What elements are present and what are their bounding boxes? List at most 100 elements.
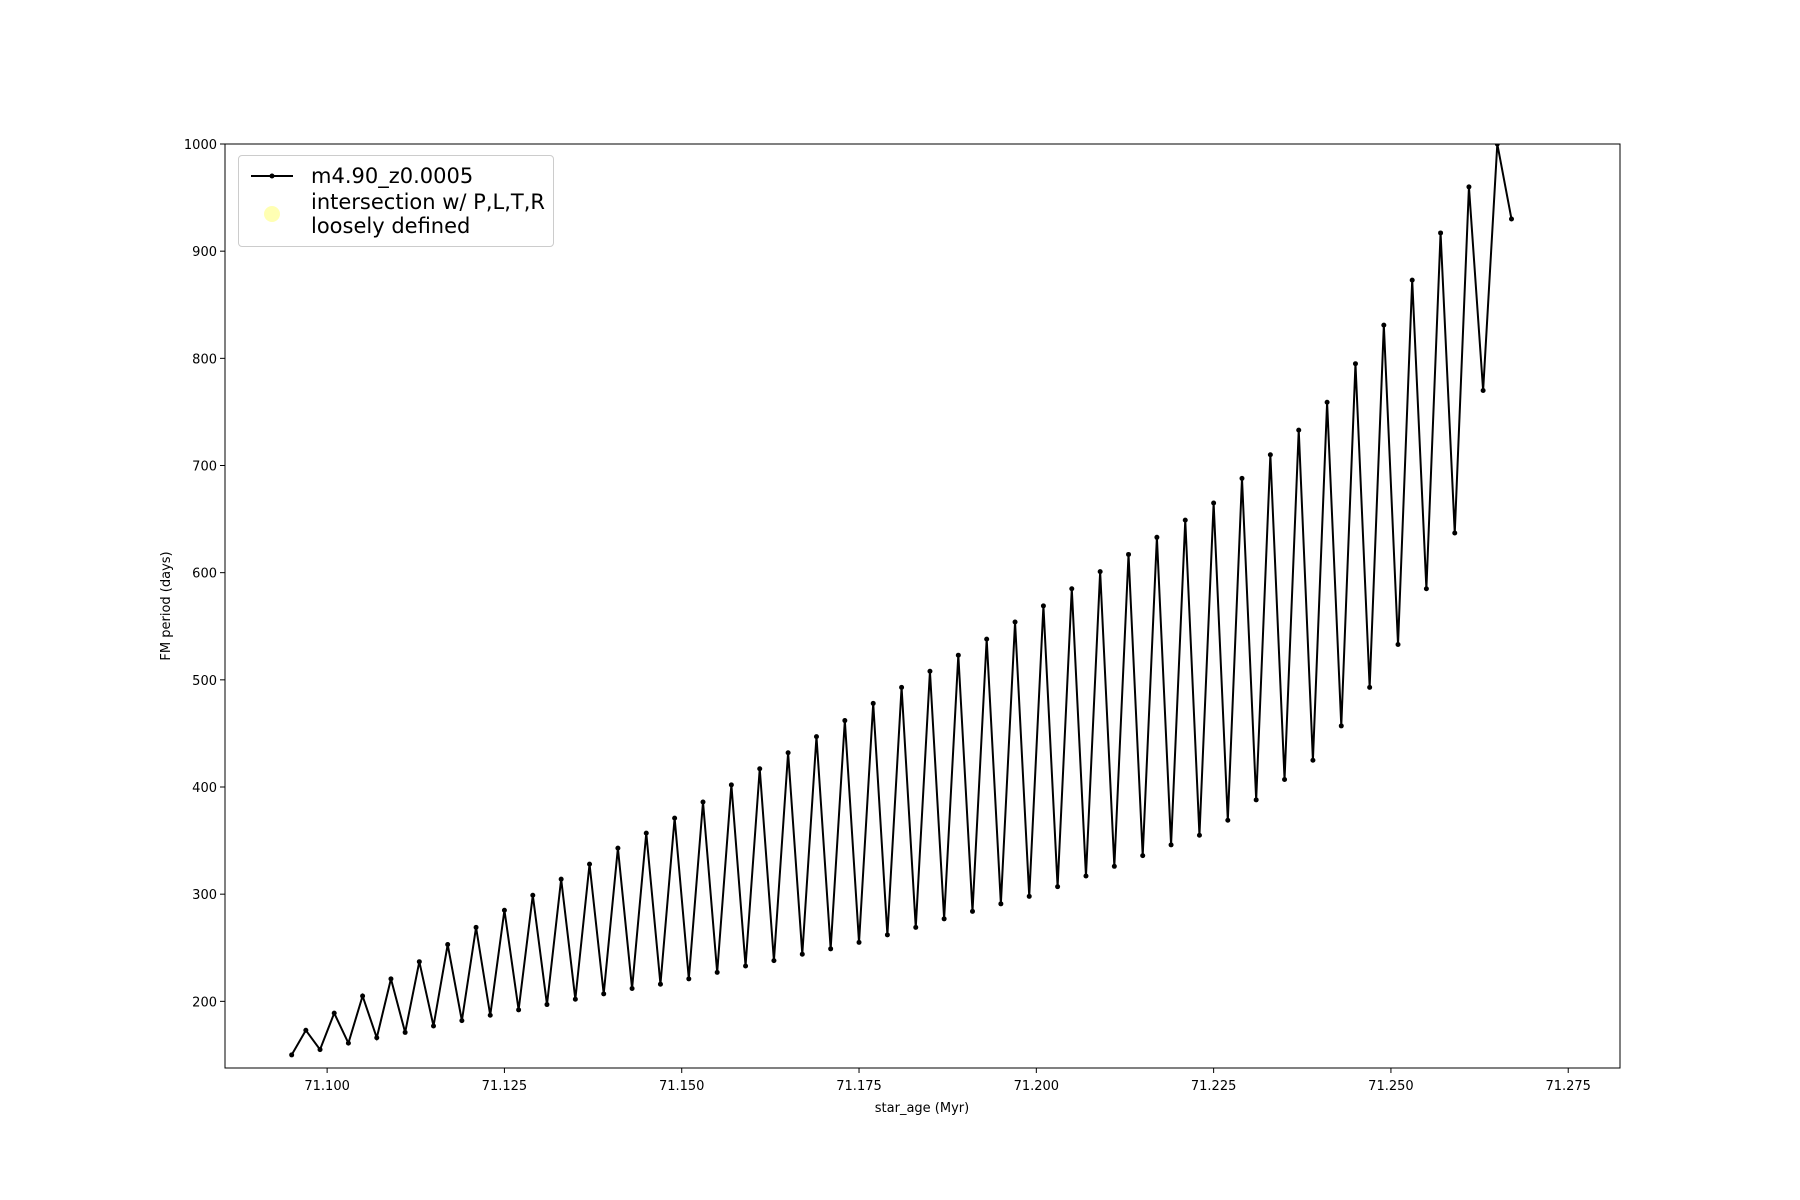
data-point	[345, 1040, 351, 1046]
data-point	[927, 668, 933, 674]
data-point	[842, 718, 848, 724]
data-point	[1196, 832, 1202, 838]
data-point	[501, 907, 507, 913]
data-point	[1352, 361, 1358, 367]
data-point	[984, 636, 990, 642]
data-point	[544, 1002, 550, 1008]
data-point	[1438, 230, 1444, 236]
y-tick-label: 400	[192, 781, 217, 796]
data-point	[1296, 427, 1302, 433]
data-point	[1140, 853, 1146, 859]
y-tick-label: 800	[192, 352, 217, 367]
data-point	[331, 1010, 337, 1016]
y-tick-label: 1000	[184, 138, 217, 153]
legend-label: intersection w/ P,L,T,R loosely defined	[311, 190, 545, 238]
legend-swatch	[264, 206, 280, 222]
data-point	[1168, 842, 1174, 848]
data-point	[487, 1012, 493, 1018]
y-tick-label: 600	[192, 567, 217, 582]
data-point	[757, 766, 763, 772]
series-line	[290, 144, 1513, 1056]
data-point	[516, 1007, 522, 1013]
legend-label: m4.90_z0.0005	[311, 164, 474, 188]
data-point	[870, 700, 876, 706]
data-point	[1395, 641, 1401, 647]
data-point	[828, 946, 834, 952]
y-tick-label: 500	[192, 674, 217, 689]
data-point	[686, 976, 692, 982]
data-point	[998, 901, 1004, 907]
data-point	[1211, 500, 1217, 506]
data-point	[1381, 322, 1387, 328]
data-point	[913, 924, 919, 930]
plot-area	[289, 144, 1514, 1058]
data-point	[941, 916, 947, 922]
x-tick-label: 71.150	[659, 1079, 705, 1094]
y-tick-label: 300	[192, 888, 217, 903]
x-tick-label: 71.200	[1014, 1079, 1060, 1094]
data-point	[672, 815, 678, 821]
data-point	[572, 996, 578, 1002]
data-point	[1225, 817, 1231, 823]
data-point	[317, 1047, 323, 1053]
x-tick-label: 71.275	[1545, 1079, 1591, 1094]
data-point	[856, 939, 862, 945]
data-point	[1111, 863, 1117, 869]
legend-entry: intersection w/ P,L,T,R loosely defined	[247, 190, 545, 238]
data-point	[473, 924, 479, 930]
data-point	[629, 985, 635, 991]
legend: m4.90_z0.0005 intersection w/ P,L,T,R loo…	[238, 155, 554, 247]
data-point	[459, 1018, 465, 1024]
x-axis-label: star_age (Myr)	[875, 1101, 969, 1116]
data-point	[431, 1023, 437, 1029]
data-point	[771, 958, 777, 964]
data-point	[1452, 530, 1458, 536]
data-point	[785, 750, 791, 756]
y-tick-label: 700	[192, 460, 217, 475]
data-point	[1012, 619, 1018, 625]
data-point	[416, 959, 422, 965]
data-point	[374, 1035, 380, 1041]
x-tick-label: 71.250	[1368, 1079, 1414, 1094]
data-point	[743, 963, 749, 969]
data-point	[700, 799, 706, 805]
x-tick-label: 71.125	[482, 1079, 528, 1094]
x-tick-label: 71.225	[1191, 1079, 1237, 1094]
data-point	[714, 969, 720, 975]
data-point	[1494, 144, 1500, 147]
data-point	[1055, 884, 1061, 890]
legend-swatch	[251, 173, 293, 179]
data-point	[1239, 475, 1245, 481]
data-point	[587, 861, 593, 867]
data-point	[728, 782, 734, 788]
data-point	[1182, 517, 1188, 523]
legend-marker	[269, 173, 275, 179]
data-point	[289, 1052, 295, 1058]
data-point	[1069, 586, 1075, 592]
data-point	[1026, 893, 1032, 899]
data-point	[813, 734, 819, 740]
data-point	[1508, 216, 1514, 222]
data-point	[1466, 184, 1472, 190]
x-tick-label: 71.175	[836, 1079, 882, 1094]
data-point	[1324, 399, 1330, 405]
data-point	[388, 976, 394, 982]
y-axis-label: FM period (days)	[159, 551, 174, 660]
data-point	[657, 981, 663, 987]
data-point	[303, 1027, 309, 1033]
data-point	[1040, 603, 1046, 609]
data-point	[1480, 387, 1486, 393]
data-point	[955, 652, 961, 658]
data-point	[799, 951, 805, 957]
data-point	[643, 830, 649, 836]
x-tick-label: 71.100	[304, 1079, 350, 1094]
data-point	[1409, 277, 1415, 283]
data-point	[1423, 586, 1429, 592]
legend-entry: m4.90_z0.0005	[247, 164, 545, 188]
data-point	[1310, 757, 1316, 763]
axes-frame	[224, 143, 1621, 1069]
data-point	[601, 991, 607, 997]
data-point	[445, 942, 451, 948]
